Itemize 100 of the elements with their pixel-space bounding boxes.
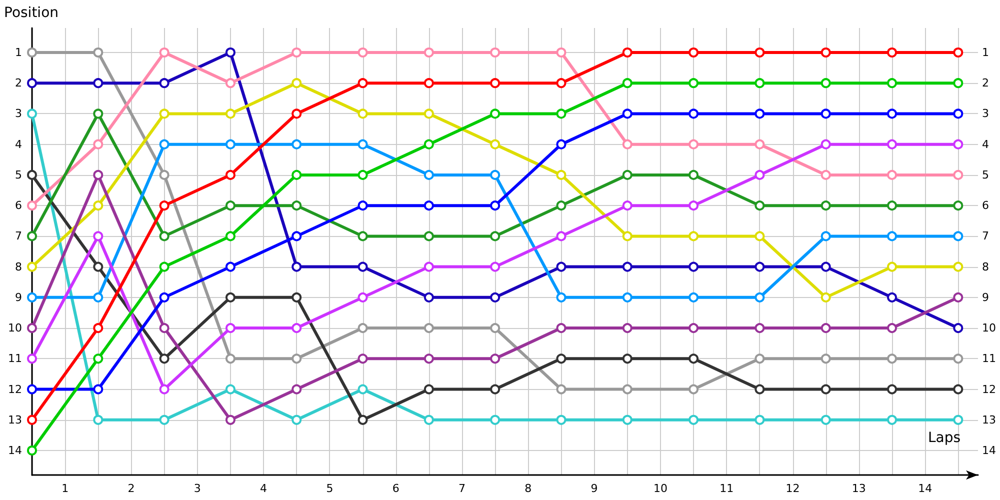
point <box>93 292 104 302</box>
point <box>622 139 632 150</box>
point <box>622 414 632 425</box>
x-tick-label: 2 <box>128 482 135 495</box>
point <box>622 354 632 364</box>
y-tick-label: 6 <box>15 199 22 212</box>
point <box>820 139 831 150</box>
point <box>887 354 897 364</box>
point <box>358 139 368 150</box>
point <box>424 170 434 180</box>
point <box>225 170 236 180</box>
point <box>93 323 104 334</box>
point <box>225 200 236 211</box>
y-tick-label: 8 <box>15 260 22 274</box>
point <box>556 384 566 394</box>
x-tick-label: 11 <box>720 482 734 495</box>
point <box>887 262 897 272</box>
point <box>27 323 37 334</box>
point <box>27 170 37 180</box>
point <box>225 108 236 119</box>
y-tick-label: 1 <box>15 46 22 59</box>
point <box>490 323 500 334</box>
y2-tick-label: 5 <box>982 168 989 182</box>
point <box>953 354 964 364</box>
point <box>292 354 302 364</box>
point <box>754 170 765 180</box>
point <box>424 231 434 242</box>
point <box>556 78 566 88</box>
point <box>93 262 104 272</box>
y2-tick-label: 7 <box>982 230 989 243</box>
point <box>225 139 236 150</box>
point <box>225 231 236 242</box>
point <box>424 323 434 334</box>
point <box>358 170 368 180</box>
point <box>688 354 699 364</box>
point <box>93 231 104 242</box>
point <box>887 200 897 211</box>
x-tick-label: 6 <box>392 482 400 495</box>
point <box>688 262 699 272</box>
point <box>820 323 831 334</box>
point <box>490 108 500 119</box>
point <box>688 292 699 302</box>
point <box>27 78 37 88</box>
point <box>292 262 302 272</box>
point <box>754 384 765 394</box>
point <box>953 139 964 150</box>
point <box>556 354 566 364</box>
point <box>358 108 368 119</box>
point <box>820 231 831 242</box>
point <box>292 139 302 150</box>
point <box>225 323 236 334</box>
point <box>622 292 632 302</box>
x-tick-label: 5 <box>326 482 334 495</box>
point <box>159 262 170 272</box>
point <box>556 108 566 119</box>
point <box>953 231 964 242</box>
point <box>953 384 964 394</box>
point <box>93 414 104 425</box>
x-tick-label: 8 <box>524 482 532 495</box>
y-tick-label: 3 <box>15 107 22 120</box>
point <box>93 354 104 364</box>
point <box>159 78 170 88</box>
point <box>27 292 37 302</box>
point <box>93 78 104 88</box>
y2-tick-label: 8 <box>982 260 989 274</box>
point <box>292 323 302 334</box>
point <box>358 262 368 272</box>
point <box>688 384 699 394</box>
point <box>754 78 765 88</box>
point <box>27 414 37 425</box>
point <box>887 384 897 394</box>
point <box>820 108 831 119</box>
y2-tick-label: 10 <box>982 322 996 335</box>
point <box>820 384 831 394</box>
y2-tick-label: 12 <box>982 382 996 396</box>
point <box>754 108 765 119</box>
point <box>358 384 368 394</box>
point <box>820 78 831 88</box>
point <box>93 170 104 180</box>
point <box>688 108 699 119</box>
x-tick-label: 7 <box>458 482 466 495</box>
point <box>953 170 964 180</box>
point <box>887 78 897 88</box>
point <box>490 47 500 58</box>
point <box>27 384 37 394</box>
point <box>887 108 897 119</box>
point <box>622 78 632 88</box>
x-tick-label: 1 <box>62 482 69 495</box>
point <box>754 231 765 242</box>
point <box>424 414 434 425</box>
point <box>490 231 500 242</box>
y2-tick-label: 3 <box>982 107 989 120</box>
point <box>556 292 566 302</box>
point <box>93 200 104 211</box>
point <box>490 78 500 88</box>
x-tick-label: 13 <box>852 482 866 495</box>
point <box>159 384 170 394</box>
y2-tick-label: 14 <box>982 444 996 458</box>
point <box>820 47 831 58</box>
point <box>754 262 765 272</box>
